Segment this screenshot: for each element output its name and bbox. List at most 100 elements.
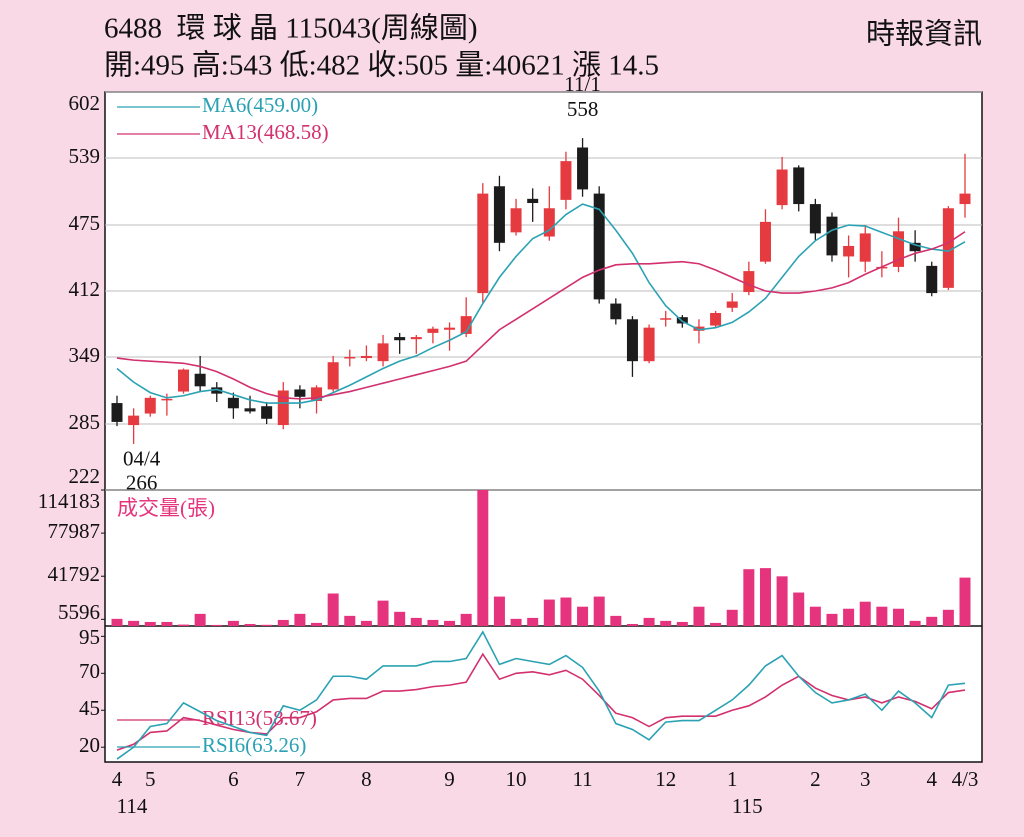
- volume-bar: [444, 620, 456, 626]
- volume-bar: [643, 617, 655, 626]
- volume-bar: [826, 613, 838, 626]
- y-tick-label: 77987: [48, 519, 101, 543]
- candle-body: [577, 147, 589, 190]
- volume-bar: [161, 621, 173, 626]
- y-tick-label: 70: [79, 659, 100, 683]
- y-tick-label: 285: [69, 410, 101, 434]
- volume-bar: [759, 568, 771, 626]
- y-tick-label: 412: [69, 277, 101, 301]
- volume-bar: [543, 599, 555, 626]
- candle-body: [776, 169, 788, 206]
- volume-bar: [144, 621, 156, 626]
- annotation-label: 11/1: [564, 72, 601, 96]
- volume-bar: [460, 613, 472, 626]
- candle-body: [543, 208, 555, 237]
- line-series: [116, 231, 966, 400]
- x-tick-label: 5: [145, 767, 156, 791]
- volume-bar: [211, 624, 223, 626]
- volume-bar: [311, 622, 323, 626]
- candle-body: [460, 316, 472, 334]
- y-tick-label: 539: [69, 144, 101, 168]
- year-label: 114: [117, 794, 148, 818]
- x-tick-label: 2: [810, 767, 821, 791]
- volume-bar: [626, 623, 638, 626]
- y-tick-label: 20: [79, 733, 100, 757]
- volume-bar: [261, 624, 273, 626]
- volume-bar: [244, 623, 256, 626]
- volume-bar: [959, 577, 971, 626]
- source: 時報資訊: [866, 18, 982, 51]
- title: 6488 環 球 晶 115043(周線圖): [104, 12, 478, 45]
- annotation-value: 266: [126, 471, 158, 495]
- candle-body: [593, 193, 605, 300]
- candle-body: [693, 326, 705, 331]
- x-tick-label: 3: [860, 767, 871, 791]
- candle-body: [859, 233, 871, 262]
- annotation-label: 04/4: [123, 447, 161, 471]
- candle-body: [294, 389, 306, 397]
- volume-bar: [909, 620, 921, 626]
- volume-bar: [693, 606, 705, 626]
- volume-bar: [344, 615, 356, 626]
- volume-bar: [859, 601, 871, 626]
- candle-body: [227, 397, 239, 409]
- y-tick-label: 602: [69, 91, 101, 115]
- candle-body: [344, 356, 356, 359]
- y-tick-label: 114183: [38, 489, 100, 513]
- volume-bar: [843, 608, 855, 626]
- candle-body: [942, 208, 954, 288]
- y-tick-label: 5596: [58, 600, 100, 624]
- x-tick-label: 10: [506, 767, 527, 791]
- volume-bar: [377, 600, 389, 626]
- volume-bar: [560, 597, 572, 626]
- candle-body: [527, 198, 539, 204]
- candle-body: [826, 216, 838, 256]
- volume-bar: [510, 618, 522, 626]
- x-tick-label: 8: [361, 767, 372, 791]
- x-tick-label: 9: [444, 767, 455, 791]
- year-label: 115: [732, 794, 763, 818]
- candle-body: [410, 337, 422, 340]
- x-tick-label: 7: [295, 767, 306, 791]
- y-tick-label: 95: [79, 625, 100, 649]
- x-tick-label: 12: [655, 767, 676, 791]
- candle-body: [809, 204, 821, 234]
- y-tick-label: 45: [79, 696, 100, 720]
- candle-body: [643, 327, 655, 362]
- volume-bar: [710, 622, 722, 626]
- legend-label: MA6(459.00): [202, 93, 318, 117]
- candle-body: [161, 398, 173, 401]
- candle-body: [211, 387, 223, 394]
- candle-body: [277, 390, 289, 426]
- volume-bar: [743, 569, 755, 626]
- line-series: [116, 203, 966, 404]
- candle-body: [144, 397, 156, 414]
- candle-body: [759, 221, 771, 262]
- x-tick-label: 11: [572, 767, 592, 791]
- volume-bar: [660, 620, 672, 626]
- legend-label: MA13(468.58): [202, 120, 329, 144]
- y-tick-label: 222: [69, 464, 101, 488]
- candle-body: [909, 242, 921, 252]
- volume-bar: [610, 615, 622, 626]
- candle-body: [311, 387, 323, 401]
- candle-body: [793, 167, 805, 205]
- candle-body: [510, 208, 522, 233]
- volume-bar: [892, 608, 904, 626]
- volume-bar: [327, 593, 339, 626]
- candle-body: [427, 328, 439, 333]
- panel-title: 成交量(張): [117, 496, 215, 520]
- volume-bar: [676, 621, 688, 626]
- x-tick-label: 4: [112, 767, 123, 791]
- y-tick-label: 349: [69, 343, 101, 367]
- candle-body: [710, 312, 722, 326]
- candle-body: [843, 245, 855, 257]
- candle-body: [477, 193, 489, 294]
- candle-body: [244, 408, 256, 412]
- volume-bar: [527, 617, 539, 626]
- volume-bar: [477, 490, 489, 626]
- volume-bar: [277, 619, 289, 626]
- candle-body: [626, 319, 638, 362]
